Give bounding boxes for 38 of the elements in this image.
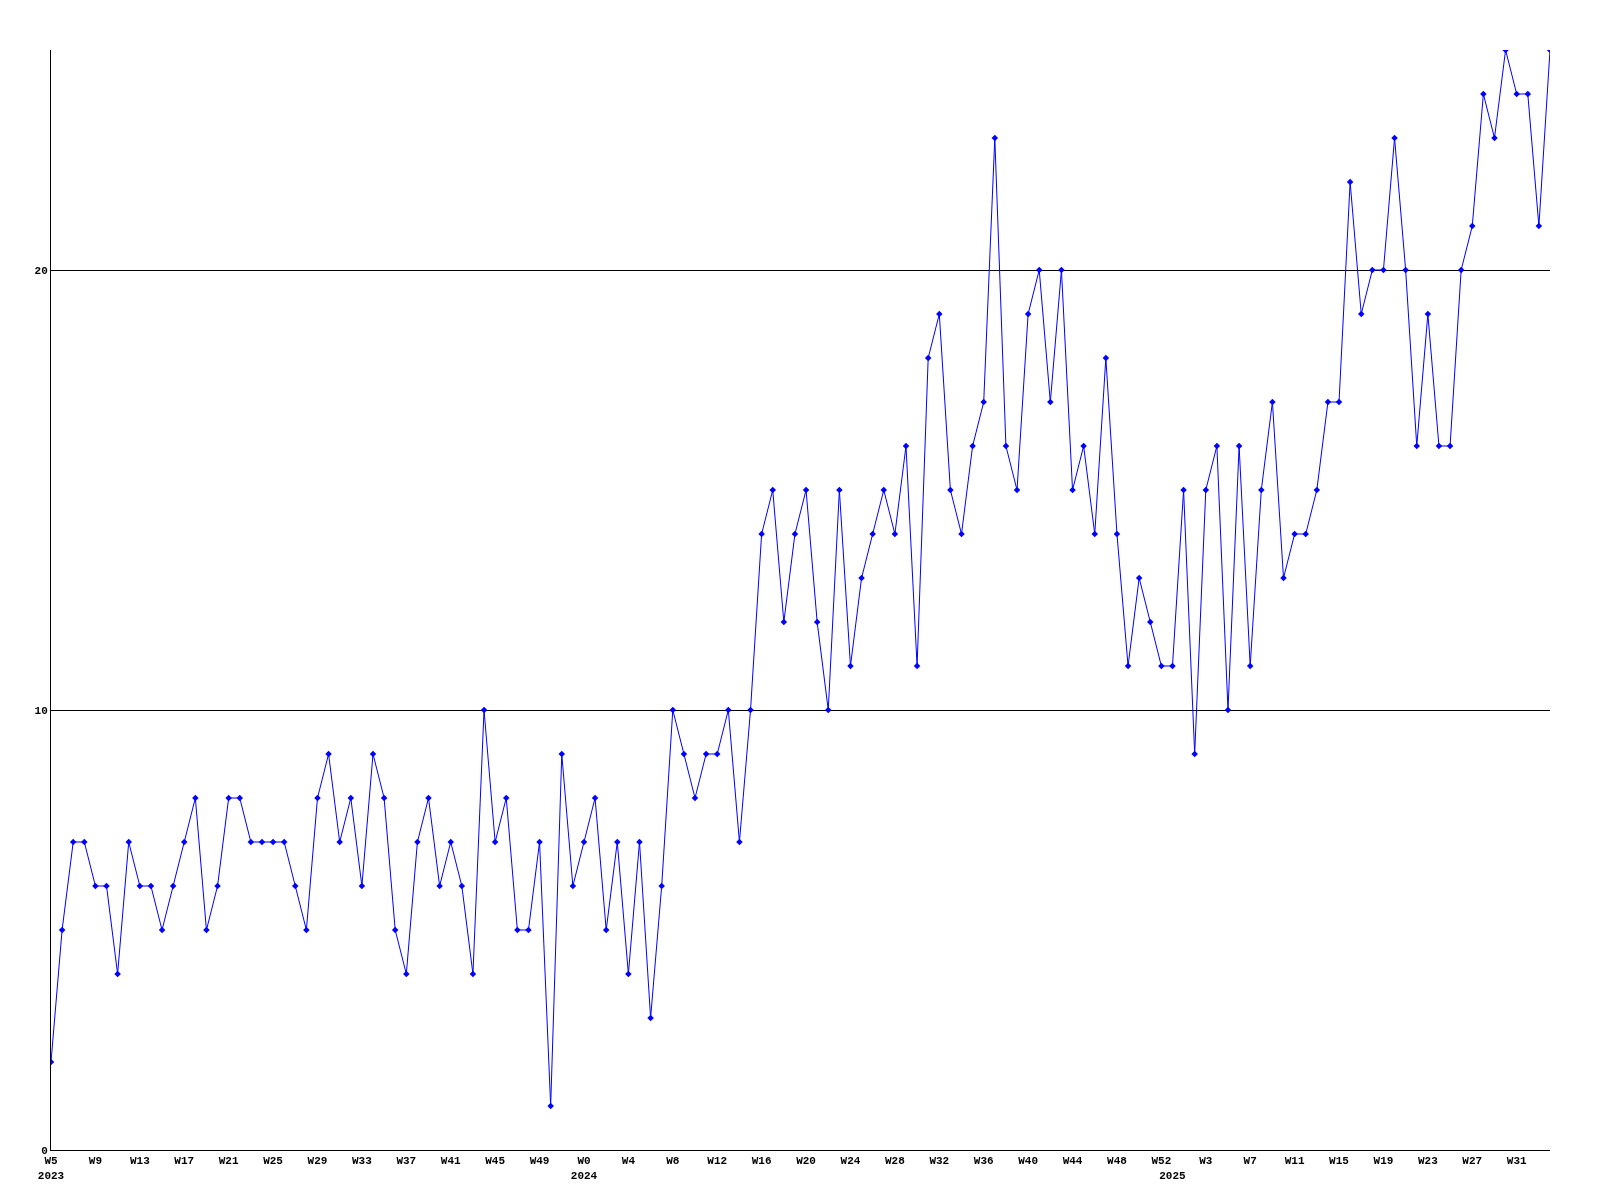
x-tick-label: W23 xyxy=(1417,1155,1439,1168)
x-tick-label: W36 xyxy=(973,1155,994,1168)
x-tick-label: W8 xyxy=(666,1155,680,1168)
x-tick-label: W16 xyxy=(751,1155,772,1168)
x-tick-label: W29 xyxy=(307,1155,328,1168)
x-tick-label: W28 xyxy=(884,1155,906,1168)
x-tick-label: W7 xyxy=(1243,1155,1257,1168)
y-tick-label: 0 xyxy=(41,1144,48,1157)
x-tick-label: W15 xyxy=(1329,1155,1350,1168)
y-tick-label: 20 xyxy=(34,264,48,277)
x-tick-label: W24 xyxy=(840,1155,861,1168)
x-tick-label: W3 xyxy=(1199,1155,1213,1168)
x-tick-label: W19 xyxy=(1373,1155,1394,1168)
x-tick-label: W40 xyxy=(1018,1155,1039,1168)
x-tick-label: W37 xyxy=(396,1155,417,1168)
x-tick-label: W13 xyxy=(129,1155,151,1168)
x-tick-label: W20 xyxy=(796,1155,816,1168)
x-tick-label: W32 xyxy=(929,1155,950,1168)
x-tick-label: W31 xyxy=(1506,1155,1527,1168)
x-tick-label: W12 xyxy=(707,1155,728,1168)
x-tick-label: W11 xyxy=(1284,1155,1305,1168)
x-tick-label: W45 xyxy=(485,1155,506,1168)
x-tick-label: W41 xyxy=(440,1155,462,1168)
x-tick-label: W44 xyxy=(1062,1155,1083,1168)
x-tick-label: W5 2023 xyxy=(37,1155,65,1182)
x-tick-label: W25 xyxy=(263,1155,284,1168)
x-tick-label: 2025 xyxy=(1159,1169,1187,1182)
x-tick-label: W52 xyxy=(1151,1155,1172,1168)
x-tick-label: W49 xyxy=(529,1155,550,1168)
x-tick-label: W17 xyxy=(174,1155,195,1168)
x-tick-label: W4 xyxy=(621,1155,636,1168)
x-tick-label: W48 xyxy=(1107,1155,1128,1168)
x-tick-label: W27 xyxy=(1462,1155,1483,1168)
y-tick-label: 10 xyxy=(34,704,48,717)
x-tick-label: W21 xyxy=(218,1155,239,1168)
x-tick-label: W9 xyxy=(88,1155,103,1168)
x-tick-label: W0 2024 xyxy=(570,1155,598,1182)
x-tick-label: W33 xyxy=(351,1155,373,1168)
